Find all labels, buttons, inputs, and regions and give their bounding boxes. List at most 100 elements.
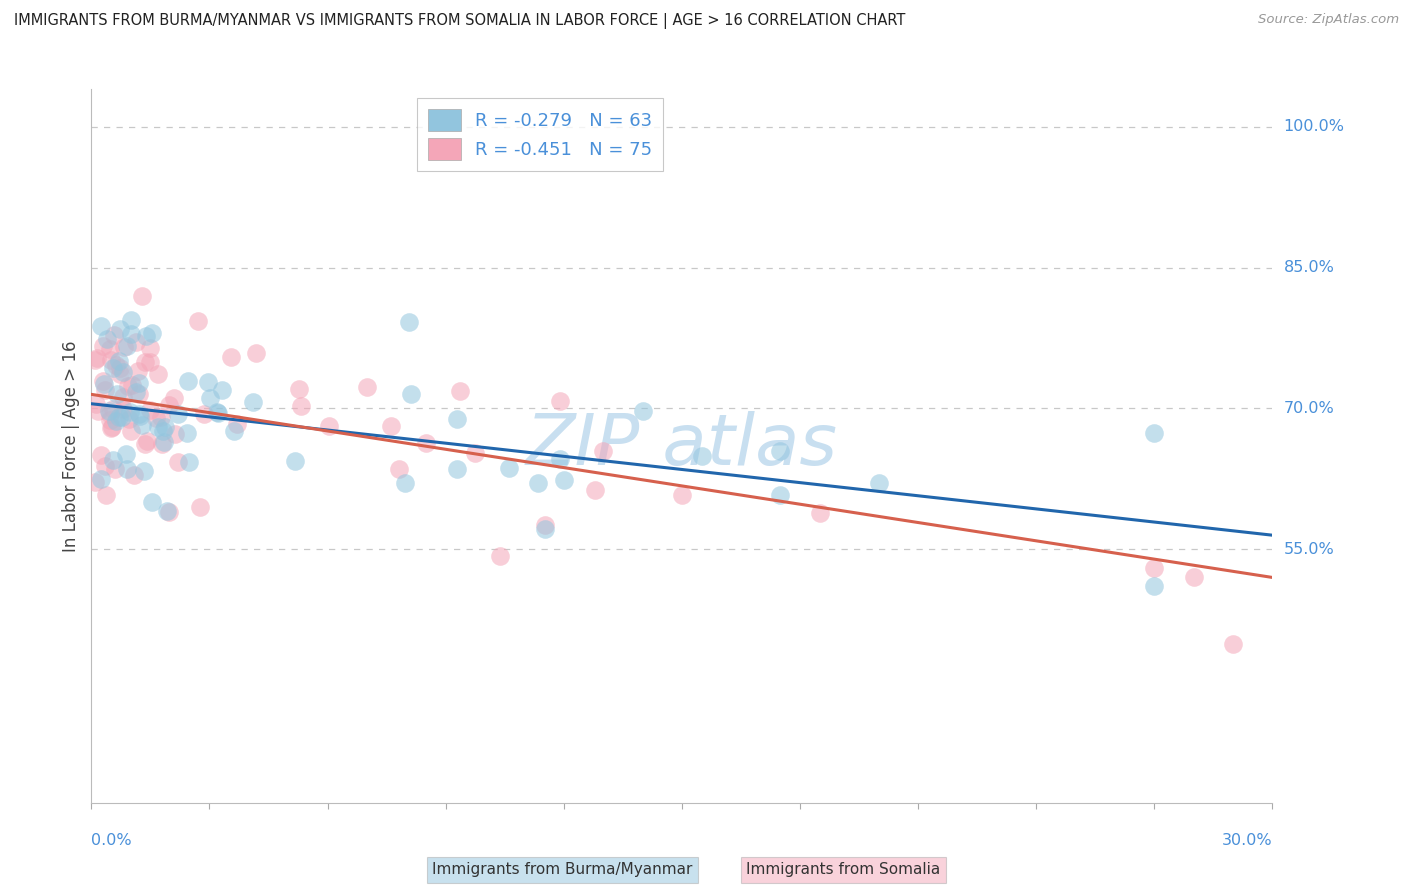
Point — [553, 473, 575, 487]
Point — [153, 420, 176, 434]
Point — [1143, 561, 1166, 575]
Point — [108, 409, 131, 424]
Point — [150, 437, 173, 451]
Point — [125, 384, 148, 399]
Point — [592, 444, 614, 458]
Point — [179, 455, 201, 469]
Point — [105, 386, 128, 401]
Point — [87, 404, 110, 418]
Point — [138, 403, 160, 417]
Point — [631, 403, 654, 417]
Point — [188, 500, 211, 514]
Point — [153, 435, 176, 450]
Point — [122, 468, 145, 483]
Point — [101, 361, 124, 376]
Point — [115, 462, 138, 476]
Point — [135, 328, 157, 343]
Point — [394, 476, 416, 491]
Point — [96, 332, 118, 346]
Text: Immigrants from Somalia: Immigrants from Somalia — [747, 863, 941, 877]
Point — [187, 314, 209, 328]
Point — [118, 412, 141, 426]
Point — [769, 444, 792, 458]
Point — [388, 462, 411, 476]
Point — [105, 359, 128, 373]
Point — [90, 472, 112, 486]
Text: 70.0%: 70.0% — [1284, 401, 1334, 416]
Point — [93, 376, 115, 391]
Text: ZIP atlas: ZIP atlas — [526, 411, 838, 481]
Point — [136, 434, 159, 449]
Point — [290, 400, 312, 414]
Point — [284, 454, 307, 468]
Point — [101, 453, 124, 467]
Point — [120, 313, 142, 327]
Point — [128, 407, 150, 421]
Text: IMMIGRANTS FROM BURMA/MYANMAR VS IMMIGRANTS FROM SOMALIA IN LABOR FORCE | AGE > : IMMIGRANTS FROM BURMA/MYANMAR VS IMMIGRA… — [14, 13, 905, 29]
Point — [125, 335, 148, 350]
Point — [84, 352, 107, 367]
Point — [108, 361, 131, 376]
Point — [193, 408, 215, 422]
Point — [91, 374, 114, 388]
Point — [318, 419, 340, 434]
Point — [139, 354, 162, 368]
Point — [112, 340, 135, 354]
Point — [242, 394, 264, 409]
Point — [100, 407, 122, 421]
Point — [534, 518, 557, 533]
Point — [120, 327, 142, 342]
Point — [167, 407, 190, 421]
Point — [149, 409, 172, 424]
Point — [148, 367, 170, 381]
Point — [197, 375, 219, 389]
Point — [207, 406, 229, 420]
Point — [157, 398, 180, 412]
Text: 55.0%: 55.0% — [1284, 541, 1334, 557]
Point — [96, 488, 118, 502]
Point — [167, 454, 190, 468]
Point — [105, 414, 128, 428]
Point — [224, 424, 246, 438]
Point — [103, 402, 125, 417]
Point — [198, 391, 221, 405]
Point — [690, 449, 713, 463]
Point — [112, 402, 135, 417]
Point — [127, 364, 149, 378]
Point — [398, 315, 420, 329]
Point — [464, 446, 486, 460]
Point — [84, 475, 107, 489]
Point — [868, 476, 890, 491]
Point — [120, 405, 142, 419]
Point — [128, 376, 150, 390]
Point — [221, 350, 243, 364]
Point — [100, 353, 122, 368]
Point — [769, 488, 792, 502]
Point — [115, 339, 138, 353]
Point — [131, 288, 153, 302]
Point — [111, 410, 134, 425]
Point — [98, 404, 121, 418]
Point — [399, 387, 422, 401]
Point — [146, 420, 169, 434]
Point — [128, 387, 150, 401]
Point — [93, 458, 115, 473]
Point — [1143, 579, 1166, 593]
Point — [98, 413, 121, 427]
Point — [548, 394, 571, 409]
Text: 0.0%: 0.0% — [91, 833, 132, 848]
Text: 100.0%: 100.0% — [1284, 120, 1344, 135]
Point — [156, 503, 179, 517]
Text: 30.0%: 30.0% — [1222, 833, 1272, 848]
Point — [141, 326, 163, 340]
Point — [177, 374, 200, 388]
Point — [671, 488, 693, 502]
Point — [288, 382, 311, 396]
Point — [1182, 570, 1205, 584]
Point — [446, 412, 468, 426]
Point — [808, 506, 831, 520]
Point — [245, 346, 267, 360]
Point — [139, 341, 162, 355]
Point — [489, 549, 512, 563]
Point — [415, 436, 437, 450]
